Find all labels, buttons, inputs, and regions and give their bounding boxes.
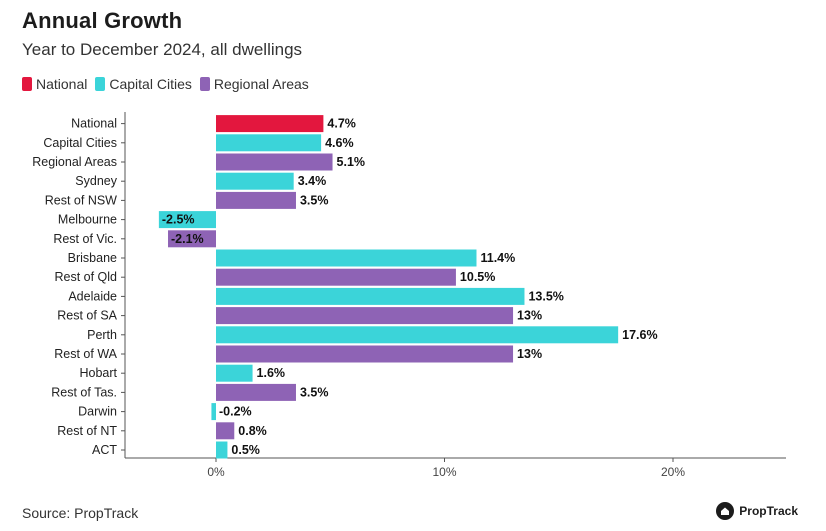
chart-subtitle: Year to December 2024, all dwellings — [22, 40, 303, 59]
bar-hobart — [216, 364, 253, 382]
data-label-darwin: -0.2% — [219, 405, 252, 419]
category-label-national: National — [71, 117, 117, 131]
data-label-perth: 17.6% — [622, 328, 657, 342]
bar-rest-of-qld — [216, 268, 456, 286]
brand-name: PropTrack — [739, 504, 798, 518]
category-label-darwin: Darwin — [78, 405, 117, 419]
category-label-rest-of-wa: Rest of WA — [54, 347, 117, 361]
legend-swatch-national — [22, 77, 32, 91]
bar-national — [216, 115, 324, 133]
bar-rest-of-vic — [168, 230, 216, 248]
data-label-adelaide: 13.5% — [528, 289, 563, 303]
legend-label-national: National — [36, 76, 88, 92]
legend-swatch-capital-cities — [95, 77, 106, 91]
legend-item-regional-areas[interactable]: Regional Areas — [199, 76, 309, 92]
category-label-rest-of-nsw: Rest of NSW — [45, 193, 117, 207]
category-label-rest-of-vic: Rest of Vic. — [53, 232, 117, 246]
category-label-rest-of-tas: Rest of Tas. — [51, 385, 117, 399]
house-icon — [716, 502, 735, 520]
category-label-act: ACT — [92, 443, 117, 457]
bar-regional-areas — [216, 153, 333, 171]
brand-logo: PropTrack — [716, 502, 798, 520]
data-label-melbourne: -2.5% — [162, 213, 195, 227]
data-label-rest-of-qld: 10.5% — [460, 270, 495, 284]
chart-title: Annual Growth — [22, 8, 183, 33]
bar-perth — [216, 326, 619, 344]
bar-rest-of-sa — [216, 307, 514, 325]
bar-adelaide — [216, 287, 525, 305]
data-label-rest-of-nt: 0.8% — [238, 424, 267, 438]
legend-label-capital-cities: Capital Cities — [109, 76, 192, 92]
category-label-perth: Perth — [87, 328, 117, 342]
data-label-rest-of-sa: 13% — [517, 309, 542, 323]
x-tick-label: 20% — [661, 465, 685, 479]
bar-darwin — [211, 403, 216, 421]
data-label-rest-of-nsw: 3.5% — [300, 193, 329, 207]
data-label-rest-of-vic: -2.1% — [171, 232, 204, 246]
data-label-capital-cities: 4.6% — [325, 136, 354, 150]
category-label-brisbane: Brisbane — [68, 251, 117, 265]
data-label-rest-of-tas: 3.5% — [300, 385, 329, 399]
data-label-hobart: 1.6% — [257, 366, 286, 380]
legend-item-capital-cities[interactable]: Capital Cities — [95, 76, 192, 92]
category-label-sydney: Sydney — [75, 174, 117, 188]
bar-act — [216, 441, 228, 459]
data-label-regional-areas: 5.1% — [337, 155, 366, 169]
x-tick-label: 10% — [432, 465, 456, 479]
data-label-brisbane: 11.4% — [480, 251, 515, 265]
data-label-act: 0.5% — [231, 443, 259, 457]
bar-rest-of-nsw — [216, 191, 296, 209]
bar-rest-of-tas — [216, 383, 296, 401]
category-label-rest-of-qld: Rest of Qld — [54, 270, 117, 284]
category-label-rest-of-sa: Rest of SA — [57, 309, 117, 323]
data-label-sydney: 3.4% — [298, 174, 327, 188]
category-label-hobart: Hobart — [79, 366, 117, 380]
bar-rest-of-nt — [216, 422, 235, 440]
category-label-adelaide: Adelaide — [68, 289, 117, 303]
bar-rest-of-wa — [216, 345, 514, 363]
category-label-rest-of-nt: Rest of NT — [57, 424, 117, 438]
legend-swatch-regional-areas — [199, 77, 210, 91]
category-label-melbourne: Melbourne — [58, 213, 117, 227]
legend-label-regional-areas: Regional Areas — [213, 76, 309, 92]
bar-capital-cities — [216, 134, 322, 152]
legend-item-national[interactable]: National — [22, 76, 87, 92]
bar-melbourne — [158, 211, 216, 229]
source-note: Source: PropTrack — [22, 505, 139, 521]
bar-sydney — [216, 172, 294, 190]
category-label-regional-areas: Regional Areas — [32, 155, 117, 169]
data-label-national: 4.7% — [327, 117, 356, 131]
data-label-rest-of-wa: 13% — [517, 347, 542, 361]
x-tick-label: 0% — [207, 465, 225, 479]
bar-brisbane — [216, 249, 477, 267]
category-label-capital-cities: Capital Cities — [43, 136, 117, 150]
legend: National Capital Cities Regional Areas — [22, 76, 317, 92]
